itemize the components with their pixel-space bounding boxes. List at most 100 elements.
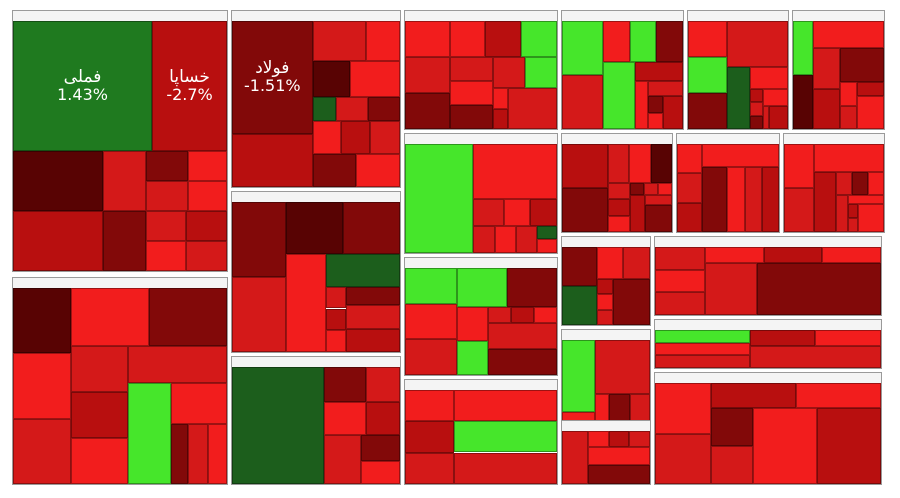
stock-tile[interactable] — [521, 21, 557, 57]
stock-tile[interactable] — [750, 115, 764, 129]
stock-tile[interactable] — [326, 330, 346, 352]
stock-tile[interactable] — [342, 202, 400, 254]
stock-tile[interactable] — [562, 286, 597, 325]
stock-tile[interactable] — [356, 153, 400, 187]
stock-tile[interactable] — [449, 104, 493, 129]
stock-tile[interactable] — [485, 21, 522, 57]
stock-tile[interactable] — [449, 21, 486, 57]
stock-tile[interactable] — [813, 88, 840, 129]
stock-tile[interactable] — [405, 390, 454, 422]
stock-tile[interactable] — [677, 144, 703, 174]
stock-tile[interactable] — [145, 181, 189, 211]
stock-tile[interactable] — [312, 153, 357, 187]
stock-tile[interactable] — [453, 390, 557, 421]
stock-tile[interactable] — [784, 188, 814, 232]
stock-tile[interactable] — [405, 303, 458, 340]
stock-tile[interactable] — [511, 306, 535, 323]
stock-tile[interactable] — [457, 306, 489, 341]
stock-tile[interactable] — [102, 211, 146, 271]
stock-tile[interactable] — [127, 383, 171, 484]
stock-tile[interactable] — [207, 423, 227, 484]
stock-tile[interactable] — [537, 238, 557, 253]
stock-tile[interactable] — [507, 268, 557, 307]
stock-tile[interactable] — [449, 80, 493, 105]
stock-tile[interactable] — [562, 340, 595, 412]
stock-tile[interactable] — [473, 225, 495, 253]
stock-tile[interactable] — [607, 144, 630, 183]
stock-tile[interactable] — [405, 268, 458, 304]
stock-tile[interactable] — [453, 452, 557, 484]
stock-tile[interactable] — [562, 144, 608, 188]
stock-tile[interactable] — [453, 421, 557, 453]
stock-tile[interactable] — [102, 151, 146, 211]
stock-tile[interactable] — [188, 423, 208, 484]
stock-tile[interactable] — [763, 247, 823, 264]
stock-tile[interactable] — [856, 96, 884, 129]
stock-tile[interactable] — [839, 48, 884, 83]
stock-tile[interactable] — [612, 278, 650, 325]
stock-tile[interactable] — [473, 144, 557, 199]
stock-tile[interactable] — [623, 247, 650, 279]
stock-tile[interactable] — [756, 263, 881, 315]
stock-tile[interactable] — [588, 465, 650, 484]
stock-tile[interactable] — [688, 57, 728, 93]
stock-tile[interactable] — [488, 306, 512, 323]
stock-tile[interactable] — [648, 112, 663, 129]
stock-tile[interactable] — [852, 171, 868, 195]
stock-tile[interactable] — [763, 105, 769, 129]
stock-tile[interactable] — [677, 173, 703, 203]
stock-tile[interactable] — [813, 21, 884, 49]
stock-tile[interactable] — [629, 195, 645, 232]
stock-tile[interactable] — [705, 263, 757, 315]
stock-tile[interactable] — [596, 294, 613, 310]
stock-tile[interactable] — [324, 367, 367, 403]
stock-tile[interactable] — [312, 21, 367, 61]
stock-tile[interactable] — [324, 402, 367, 435]
stock-tile[interactable] — [796, 383, 881, 409]
stock-tile[interactable] — [361, 434, 400, 461]
stock-tile[interactable] — [594, 340, 650, 395]
stock-tile[interactable] — [655, 292, 706, 315]
stock-tile[interactable] — [750, 66, 788, 89]
stock-tile[interactable] — [349, 60, 400, 98]
stock-tile[interactable] — [405, 21, 450, 57]
stock-tile[interactable] — [813, 48, 840, 89]
stock-tile[interactable] — [650, 144, 672, 183]
stock-tile[interactable] — [702, 144, 779, 168]
stock-tile[interactable] — [711, 383, 796, 409]
stock-tile[interactable] — [629, 431, 650, 447]
stock-tile[interactable] — [727, 167, 745, 232]
stock-tile[interactable] — [655, 355, 750, 368]
stock-tile[interactable] — [813, 171, 837, 232]
stock-tile[interactable] — [188, 181, 227, 211]
stock-tile[interactable] — [711, 408, 753, 447]
stock-tile[interactable] — [13, 418, 71, 484]
tile-khesapa[interactable]: خساپا -2.7% — [152, 21, 227, 151]
stock-tile[interactable] — [13, 353, 71, 419]
stock-tile[interactable] — [345, 328, 400, 352]
stock-tile[interactable] — [750, 102, 764, 116]
stock-tile[interactable] — [750, 88, 764, 103]
stock-tile[interactable] — [70, 438, 128, 484]
stock-tile[interactable] — [629, 182, 644, 196]
stock-tile[interactable] — [763, 88, 788, 106]
stock-tile[interactable] — [727, 66, 751, 129]
tile-fameli[interactable]: فملی 1.43% — [13, 21, 153, 151]
stock-tile[interactable] — [70, 288, 149, 347]
stock-tile[interactable] — [705, 247, 764, 264]
stock-tile[interactable] — [449, 56, 493, 81]
stock-tile[interactable] — [529, 198, 557, 226]
stock-tile[interactable] — [596, 247, 624, 279]
stock-tile[interactable] — [793, 21, 814, 75]
stock-tile[interactable] — [588, 446, 650, 466]
stock-tile[interactable] — [702, 167, 728, 232]
stock-tile[interactable] — [868, 171, 884, 195]
stock-tile[interactable] — [847, 217, 858, 232]
stock-tile[interactable] — [688, 93, 728, 129]
stock-tile[interactable] — [688, 21, 728, 57]
stock-tile[interactable] — [784, 144, 814, 188]
stock-tile[interactable] — [312, 60, 350, 98]
stock-tile[interactable] — [662, 96, 683, 129]
stock-tile[interactable] — [285, 202, 343, 254]
stock-tile[interactable] — [70, 346, 128, 393]
